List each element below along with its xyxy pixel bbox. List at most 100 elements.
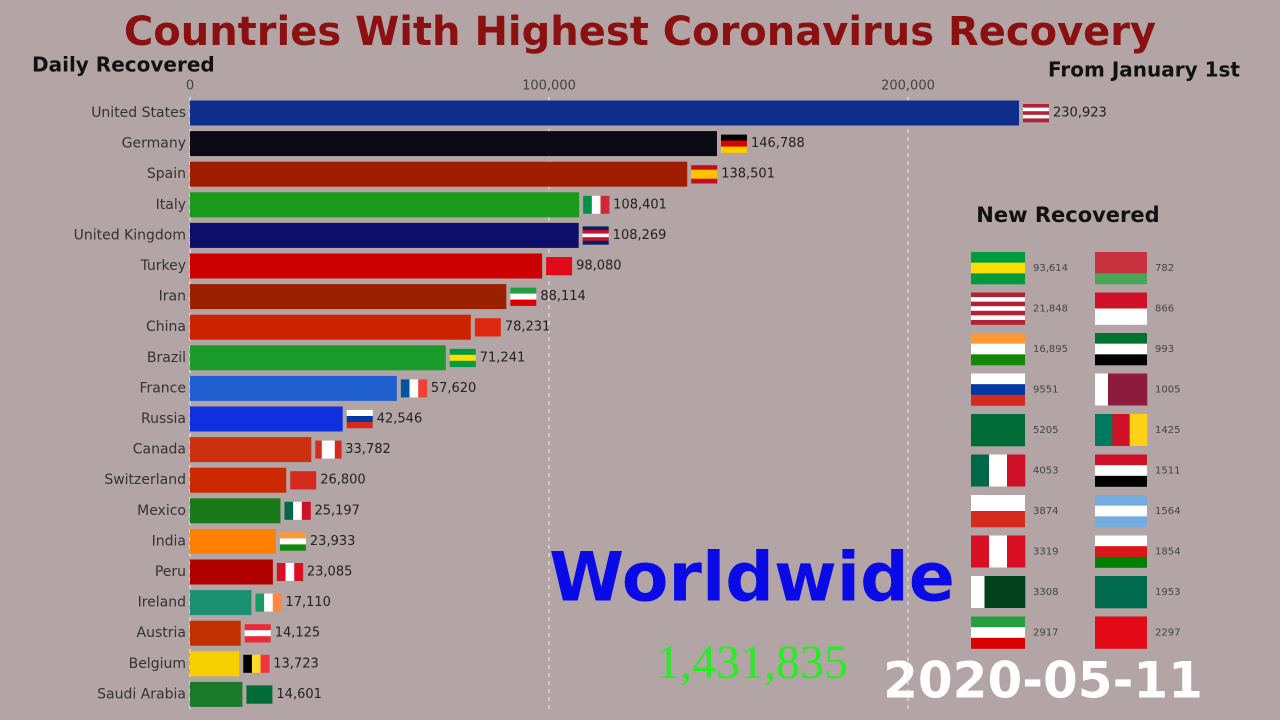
bar	[190, 192, 580, 218]
value-label: 230,923	[1053, 106, 1107, 121]
flag-stripe	[279, 538, 306, 545]
flag	[971, 535, 1026, 568]
flag	[1095, 616, 1147, 649]
category-label: Belgium	[129, 656, 186, 672]
flag	[1095, 535, 1147, 568]
new-recovered-value: 3874	[1033, 506, 1058, 517]
flag	[1095, 495, 1147, 528]
category-label: Italy	[156, 197, 186, 213]
flag-stripe	[971, 384, 1025, 396]
flag-stripe	[290, 471, 317, 490]
flag-stripe	[315, 440, 323, 459]
value-label: 14,601	[276, 687, 322, 702]
flag-stripe	[1095, 505, 1147, 517]
value-label: 26,800	[320, 473, 366, 488]
flag-stripe	[449, 360, 476, 368]
flag-stripe	[971, 627, 1025, 639]
value-label: 57,620	[431, 381, 477, 396]
flag-stripe	[971, 616, 1025, 628]
flag-stripe	[971, 637, 1025, 649]
flag	[255, 593, 282, 612]
bar	[190, 100, 1020, 126]
bar	[190, 131, 717, 157]
value-label: 42,546	[377, 412, 423, 427]
value-label: 108,401	[613, 197, 667, 212]
flag-stripe	[264, 593, 274, 612]
bar	[190, 620, 241, 646]
new-recovered-value: 1854	[1155, 547, 1180, 558]
new-recovered-value: 2297	[1155, 628, 1180, 639]
bar	[190, 651, 240, 677]
x-tick-label: 200,000	[881, 79, 935, 94]
bar	[190, 406, 343, 432]
flag-stripe	[1023, 107, 1050, 112]
category-label: Switzerland	[104, 472, 186, 488]
new-recovered-value: 1511	[1155, 466, 1180, 477]
new-recovered-value: 21,848	[1033, 304, 1068, 315]
value-label: 33,782	[345, 442, 391, 457]
flag-stripe	[582, 230, 609, 234]
bar	[190, 314, 471, 340]
flag	[246, 685, 273, 704]
bar	[190, 498, 281, 524]
bar	[190, 345, 446, 371]
date: 2020-05-11	[883, 652, 1203, 710]
flag-stripe	[1007, 535, 1026, 568]
flag	[582, 226, 609, 245]
flag-stripe	[294, 563, 304, 581]
flag-stripe	[244, 630, 271, 637]
flag	[243, 654, 270, 673]
flag	[244, 624, 271, 643]
flag-stripe	[1134, 373, 1148, 406]
flag-stripe	[582, 226, 609, 231]
flag-stripe	[1095, 576, 1147, 609]
category-label: Iran	[159, 289, 186, 305]
value-label: 14,125	[275, 626, 321, 641]
bar	[190, 559, 273, 585]
flag-stripe	[243, 654, 253, 673]
value-label: 146,788	[751, 136, 805, 151]
flag-stripe	[1095, 465, 1147, 477]
flag-stripe	[251, 654, 261, 673]
flag-stripe	[255, 593, 265, 612]
new-recovered-value: 866	[1155, 304, 1174, 315]
new-recovered-value: 1953	[1155, 587, 1180, 598]
flag-stripe	[600, 195, 610, 214]
flag-stripe	[971, 354, 1025, 366]
flag-stripe	[510, 299, 537, 306]
flag-stripe	[1108, 373, 1122, 406]
flag	[971, 252, 1025, 285]
new-recovered-value: 16,895	[1033, 344, 1068, 355]
flag-stripe	[1095, 308, 1147, 325]
flag	[583, 195, 610, 214]
category-label: Russia	[141, 411, 186, 427]
flag	[971, 333, 1025, 366]
flag-stripe	[279, 544, 306, 551]
category-label: France	[139, 380, 186, 396]
flag-stripe	[971, 301, 1025, 307]
flag-stripe	[583, 195, 593, 214]
bar	[190, 528, 276, 554]
flag-stripe	[1095, 546, 1147, 558]
flag-stripe	[971, 319, 1025, 325]
value-label: 25,197	[314, 503, 360, 518]
flag-stripe	[582, 233, 609, 238]
bar	[190, 467, 287, 493]
new-recovered-value: 782	[1155, 263, 1174, 274]
flag	[346, 410, 373, 429]
category-label: United Kingdom	[74, 227, 186, 243]
category-label: Turkey	[139, 258, 186, 274]
flag-stripe	[334, 440, 342, 459]
new-recovered-value: 3319	[1033, 547, 1058, 558]
bar	[190, 681, 243, 707]
category-label: China	[146, 319, 186, 335]
x-tick-label: 100,000	[522, 79, 576, 94]
flag	[449, 348, 476, 368]
category-label: United States	[91, 105, 186, 121]
flag-stripe	[998, 576, 1012, 608]
flag-stripe	[449, 348, 476, 356]
flag-stripe	[984, 576, 999, 608]
flag-stripe	[1112, 414, 1130, 446]
flag	[315, 440, 342, 459]
flag-stripe	[474, 318, 501, 337]
